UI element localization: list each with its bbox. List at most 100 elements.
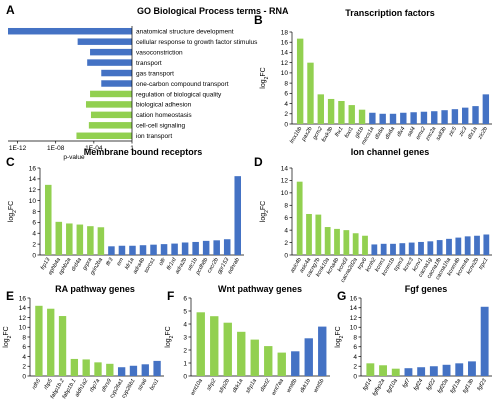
category-label: dkk1a [232,378,245,394]
bar-kcna4b [334,228,340,255]
term-label: transport [136,60,162,67]
category-label: wnt10a [190,378,204,397]
bar-stra6 [141,364,149,376]
y-tick-label: 10 [19,325,27,332]
bar-fabp1b.1 [70,358,79,376]
bar-kcnc3 [408,242,415,255]
panel-c: C Membrane bound receptors 0 2 4 6 8 10 12 14 16 lo… [6,147,244,277]
bar-grin2ba [97,227,105,255]
category-label: kfr1a [124,257,135,271]
category-label: wnt5b [313,378,326,394]
category-label: rbp7a [89,378,101,393]
x-axis-label: p-value [63,154,85,161]
term-label: regulation of biological quality [136,91,222,98]
category-label: fgf14 [362,378,373,392]
bar-dkk1b [304,338,313,376]
bar-cyp26a1 [117,367,126,376]
y-axis-label: log2FC [335,326,345,347]
y-tick-label: 14 [19,305,27,312]
panel-e: E RA pathway genes 0 2 4 6 8 10 12 14 16 log2FC rdh5… [3,284,164,400]
category-label: trpv6 [357,256,369,271]
category-label: bco1 [149,378,160,392]
y-tick-label: 4 [353,354,357,361]
bar-ffr1rd [171,243,178,255]
panel-label: E [6,289,14,303]
y-tick-label: 14 [29,176,37,183]
bar-wnt10a [196,312,205,376]
y-tick-label: 6 [353,344,357,351]
bar-gpr153 [223,239,231,255]
bar-rbp7a [94,362,102,376]
bar-term [90,90,132,98]
bar-frp13 [45,184,52,255]
bar-wnt7aa [277,352,286,376]
y-tick-label: 12 [19,315,27,322]
bar-dkk1a [237,331,246,376]
category-label: ffr3 [105,256,115,267]
bar-grpra [87,226,94,255]
x-tick-label: 1E-08 [47,145,65,152]
y-axis-label: log2FC [260,201,270,222]
bar-emx2 [420,111,428,124]
bar-dlx6a [379,113,386,124]
panel-label: A [6,3,15,17]
bar-term [101,80,132,87]
bar-cacna1ha [446,238,452,255]
panel-g: G Fgf genes 0 2 4 6 8 10 12 14 16 log2FC fgf14fgfbp2… [335,284,492,397]
y-tick-label: 6 [183,295,187,302]
y-tick-label: 12 [281,178,289,185]
y-tick-label: 0 [284,252,288,259]
bar-kfr1a [129,245,136,255]
category-label: trpc1 [478,257,489,271]
y-tick-label: 4 [284,227,288,234]
bar-asic4b [296,181,303,255]
y-tick-label: 16 [281,40,289,47]
category-label: dlx4 [396,126,406,138]
panel-label: F [167,289,174,303]
bar-asic4a [306,213,312,255]
category-label: rbp5 [43,377,54,390]
category-label: wnt8b [286,378,299,394]
bar-term [90,111,132,119]
term-label: one-carbon compound transport [136,81,229,88]
bar-cacna1fb [436,240,443,255]
bar-term [85,101,132,108]
bar-term [77,38,132,45]
category-label: ern [116,257,125,267]
bar-fgf23 [480,306,489,376]
bar-cacna2d2a [352,233,359,255]
panel-title: Wnt pathway genes [218,284,302,294]
bar-kcnm4b [455,237,462,255]
bar-adra2b [181,242,189,255]
y-tick-label: 16 [19,295,27,302]
category-label: aldh1a2 [74,377,90,398]
y-tick-label: 1 [183,360,187,367]
category-label: zic3 [458,125,469,138]
bar-lmx1bb [296,38,304,125]
y-tick-label: 8 [353,334,357,341]
category-label: lhx1 [334,126,344,138]
bar-dlx6a [389,113,397,124]
bar-sfrp2 [210,316,219,376]
bar-kcnn1 [380,243,387,255]
bar-rdh5 [35,305,43,376]
y-tick-label: 5 [183,308,187,315]
x-tick-label: 1 [130,145,134,152]
bar-term [76,132,132,140]
bar-kcnd3 [343,230,350,255]
y-tick-label: 6 [22,344,26,351]
bar-wnt8b [291,351,300,376]
y-tick-label: 18 [281,29,289,36]
category-label: sfrp2 [206,377,218,392]
y-axis-label: log2FC [3,326,13,347]
bar-dhrs9 [106,363,114,376]
y-tick-label: 16 [29,165,37,172]
bar-kcnv1 [418,241,424,255]
panel-title: Transcription factors [345,8,435,18]
bar-utc1b [192,241,199,255]
term-label: cellular response to growth factor stimu… [136,39,258,46]
bar-dlx1a [472,106,479,124]
y-axis-label: log2FC [165,326,175,347]
y-tick-label: 0 [353,373,357,380]
